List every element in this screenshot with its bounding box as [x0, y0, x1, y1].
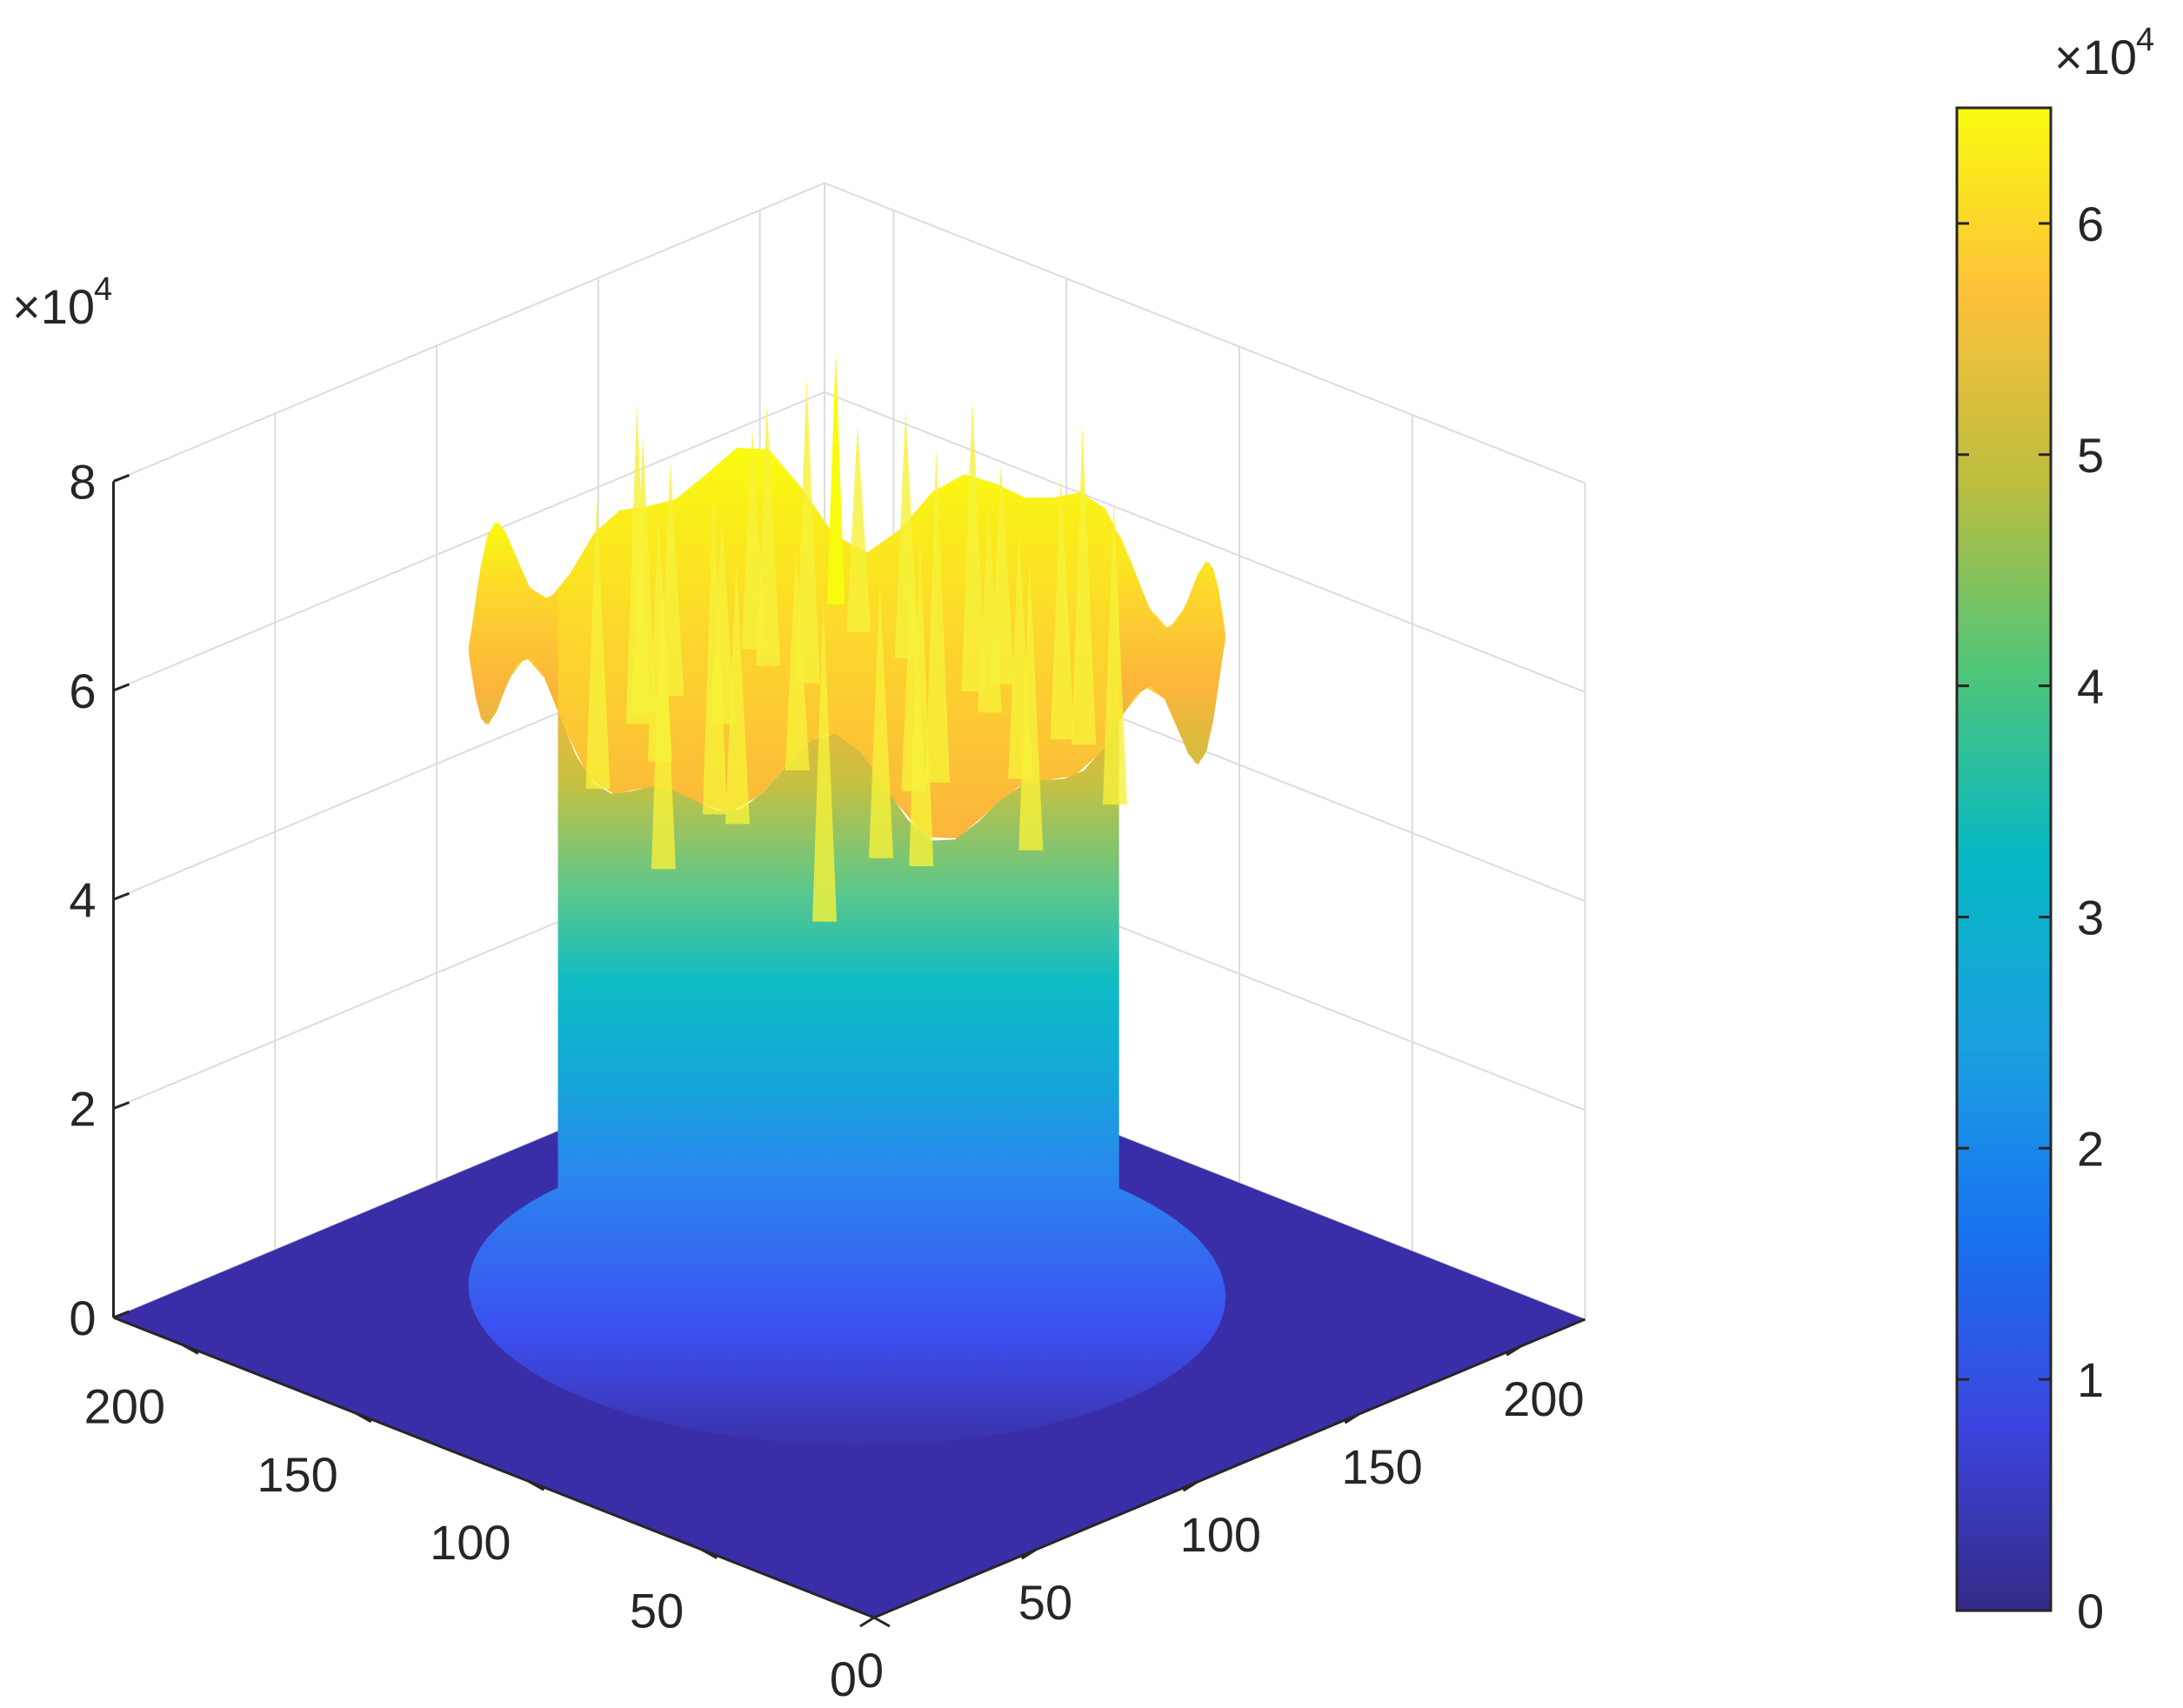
- surface-ridge-1: [961, 399, 986, 691]
- colorbar-tick-label-6: 6: [2077, 197, 2104, 251]
- z-tick-label-1: 2: [69, 1082, 96, 1137]
- surface-ridge-10: [703, 479, 727, 815]
- colorbar: 0 1 2 3 4 5 6 ×10 4: [1955, 22, 2154, 1638]
- z-tick-mark-1: [112, 1101, 130, 1111]
- colorbar-multiplier-base: ×10: [2054, 30, 2137, 84]
- y-tick-mark-4: [182, 1344, 199, 1355]
- x-tick-label-0: 0: [857, 1643, 884, 1698]
- plateau-wall: [468, 521, 1226, 1445]
- colorbar-tick-label-1: 1: [2077, 1352, 2104, 1407]
- y-tick-label-4: 200: [84, 1378, 165, 1433]
- z-tick-mark-2: [112, 891, 130, 901]
- z-tick-label-4: 8: [69, 454, 96, 509]
- z-tick-label-0: 0: [69, 1291, 96, 1345]
- colorbar-tick-label-4: 4: [2077, 659, 2104, 714]
- x-tick-label-4: 200: [1503, 1371, 1584, 1426]
- y-tick-mark-0: [873, 1616, 891, 1628]
- surface-ridge-24: [1103, 498, 1127, 805]
- y-tick-mark-2: [527, 1479, 545, 1491]
- colorbar-tick-label-2: 2: [2077, 1121, 2104, 1176]
- x-tick-label-2: 100: [1180, 1507, 1261, 1562]
- z-multiplier-exp: 4: [94, 271, 112, 308]
- surface-ridge-20: [909, 531, 934, 866]
- y-axis-line: [112, 1316, 875, 1619]
- x-tick-label-3: 150: [1341, 1439, 1422, 1494]
- z-multiplier-base: ×10: [12, 279, 95, 334]
- z-tick-mark-0: [112, 1310, 130, 1319]
- surface-ridge-11: [585, 497, 611, 790]
- colorbar-tick-label-3: 3: [2077, 890, 2104, 944]
- z-tick-label-2: 4: [69, 872, 96, 927]
- surface-ridge-13: [711, 518, 736, 724]
- x-tick-mark-3: [1344, 1412, 1360, 1424]
- x-axis-line: [873, 1318, 1586, 1619]
- surface-ridge-26: [990, 464, 1015, 684]
- y-tick-label-3: 150: [257, 1447, 337, 1502]
- surface-ridge-15: [725, 560, 750, 824]
- surface-ridge-22: [1008, 530, 1033, 779]
- surface-ridge-27: [1071, 424, 1097, 745]
- surface-ridge-17: [812, 601, 838, 922]
- surface-ridge-25: [1050, 476, 1075, 740]
- surface-peak: [827, 350, 844, 604]
- colorbar-ticks: 0 1 2 3 4 5 6: [1957, 197, 2104, 1638]
- x-tick-mark-0: [859, 1616, 875, 1628]
- y-tick-label-1: 50: [630, 1584, 684, 1638]
- colorbar-tick-label-5: 5: [2077, 428, 2104, 483]
- surface-ridge-14: [651, 563, 676, 870]
- surface-ridge-4: [796, 377, 820, 684]
- z-multiplier: ×10 4: [12, 271, 112, 334]
- x-tick-mark-1: [1021, 1548, 1037, 1560]
- tick-labels: 0 50 100 150 200 0 50 100 150 200 0 2 4 6 8: [69, 454, 1584, 1706]
- y-tick-label-0: 0: [830, 1651, 857, 1706]
- y-tick-mark-1: [700, 1548, 718, 1559]
- x-tick-mark-4: [1505, 1344, 1521, 1357]
- surface-body: [468, 350, 1226, 1445]
- surface-ridge-6: [741, 428, 766, 650]
- surface-ridge-18: [869, 581, 894, 858]
- y-tick-mark-3: [355, 1411, 372, 1424]
- surface-ridge-9: [659, 461, 684, 697]
- colorbar-multiplier-exp: 4: [2136, 22, 2154, 58]
- colorbar-gradient: [1955, 106, 2053, 1612]
- y-tick-label-2: 100: [430, 1515, 511, 1570]
- colorbar-tick-label-0: 0: [2077, 1584, 2104, 1638]
- surface-ridge-8: [631, 435, 657, 713]
- z-tick-mark-3: [112, 683, 130, 692]
- z-tick-label-3: 6: [69, 664, 96, 718]
- surface-ridge-16: [784, 550, 810, 771]
- surface-ridge-3: [846, 425, 871, 632]
- grid-line-z-4: [113, 182, 1586, 484]
- x-tick-mark-2: [1182, 1480, 1198, 1492]
- surface-ridge-0: [925, 448, 950, 783]
- z-tick-mark-4: [112, 474, 130, 483]
- x-tick-label-1: 50: [1018, 1575, 1072, 1630]
